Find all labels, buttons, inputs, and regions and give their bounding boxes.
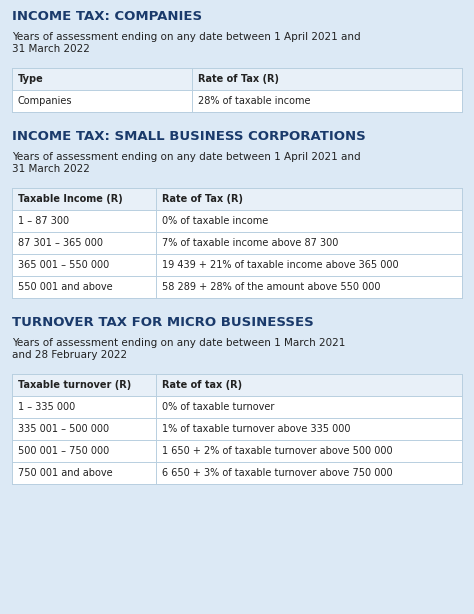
Bar [12, 440, 156, 462]
Text: 335 001 – 500 000: 335 001 – 500 000 [18, 424, 109, 434]
Text: 365 001 – 550 000: 365 001 – 550 000 [18, 260, 109, 270]
Text: Rate of tax (R): Rate of tax (R) [162, 380, 242, 390]
Bar [156, 188, 462, 210]
Text: 58 289 + 28% of the amount above 550 000: 58 289 + 28% of the amount above 550 000 [162, 282, 381, 292]
Bar [12, 210, 156, 232]
Text: Rate of Tax (R): Rate of Tax (R) [162, 194, 243, 204]
Text: 28% of taxable income: 28% of taxable income [198, 96, 310, 106]
Bar [156, 396, 462, 418]
Text: 19 439 + 21% of taxable income above 365 000: 19 439 + 21% of taxable income above 365… [162, 260, 399, 270]
Bar [156, 462, 462, 484]
Bar [156, 210, 462, 232]
Text: Companies: Companies [18, 96, 73, 106]
Bar [12, 418, 156, 440]
Bar [12, 254, 156, 276]
Text: Years of assessment ending on any date between 1 March 2021
and 28 February 2022: Years of assessment ending on any date b… [12, 338, 346, 360]
Bar [12, 276, 156, 298]
Bar [156, 418, 462, 440]
Bar [12, 462, 156, 484]
Text: TURNOVER TAX FOR MICRO BUSINESSES: TURNOVER TAX FOR MICRO BUSINESSES [12, 316, 314, 329]
Text: Years of assessment ending on any date between 1 April 2021 and
31 March 2022: Years of assessment ending on any date b… [12, 152, 361, 174]
Text: 500 001 – 750 000: 500 001 – 750 000 [18, 446, 109, 456]
Text: Type: Type [18, 74, 44, 84]
Text: 750 001 and above: 750 001 and above [18, 468, 113, 478]
Bar [12, 374, 156, 396]
Bar [12, 90, 192, 112]
Bar [156, 276, 462, 298]
Text: 6 650 + 3% of taxable turnover above 750 000: 6 650 + 3% of taxable turnover above 750… [162, 468, 392, 478]
Bar [192, 90, 462, 112]
Bar [156, 232, 462, 254]
Text: 87 301 – 365 000: 87 301 – 365 000 [18, 238, 103, 248]
Text: 0% of taxable turnover: 0% of taxable turnover [162, 402, 274, 412]
Text: 1 – 335 000: 1 – 335 000 [18, 402, 75, 412]
Text: Taxable Income (R): Taxable Income (R) [18, 194, 123, 204]
Bar [192, 68, 462, 90]
Text: 1 – 87 300: 1 – 87 300 [18, 216, 69, 226]
Text: Rate of Tax (R): Rate of Tax (R) [198, 74, 279, 84]
Text: 1 650 + 2% of taxable turnover above 500 000: 1 650 + 2% of taxable turnover above 500… [162, 446, 392, 456]
Text: 1% of taxable turnover above 335 000: 1% of taxable turnover above 335 000 [162, 424, 350, 434]
Bar [12, 396, 156, 418]
Text: 550 001 and above: 550 001 and above [18, 282, 113, 292]
Text: Taxable turnover (R): Taxable turnover (R) [18, 380, 131, 390]
Bar [156, 440, 462, 462]
Text: INCOME TAX: SMALL BUSINESS CORPORATIONS: INCOME TAX: SMALL BUSINESS CORPORATIONS [12, 130, 366, 143]
Text: Years of assessment ending on any date between 1 April 2021 and
31 March 2022: Years of assessment ending on any date b… [12, 32, 361, 53]
Text: 7% of taxable income above 87 300: 7% of taxable income above 87 300 [162, 238, 338, 248]
Bar [12, 188, 156, 210]
Text: 0% of taxable income: 0% of taxable income [162, 216, 268, 226]
Bar [12, 68, 192, 90]
Bar [156, 374, 462, 396]
Bar [156, 254, 462, 276]
Text: INCOME TAX: COMPANIES: INCOME TAX: COMPANIES [12, 10, 202, 23]
Bar [12, 232, 156, 254]
